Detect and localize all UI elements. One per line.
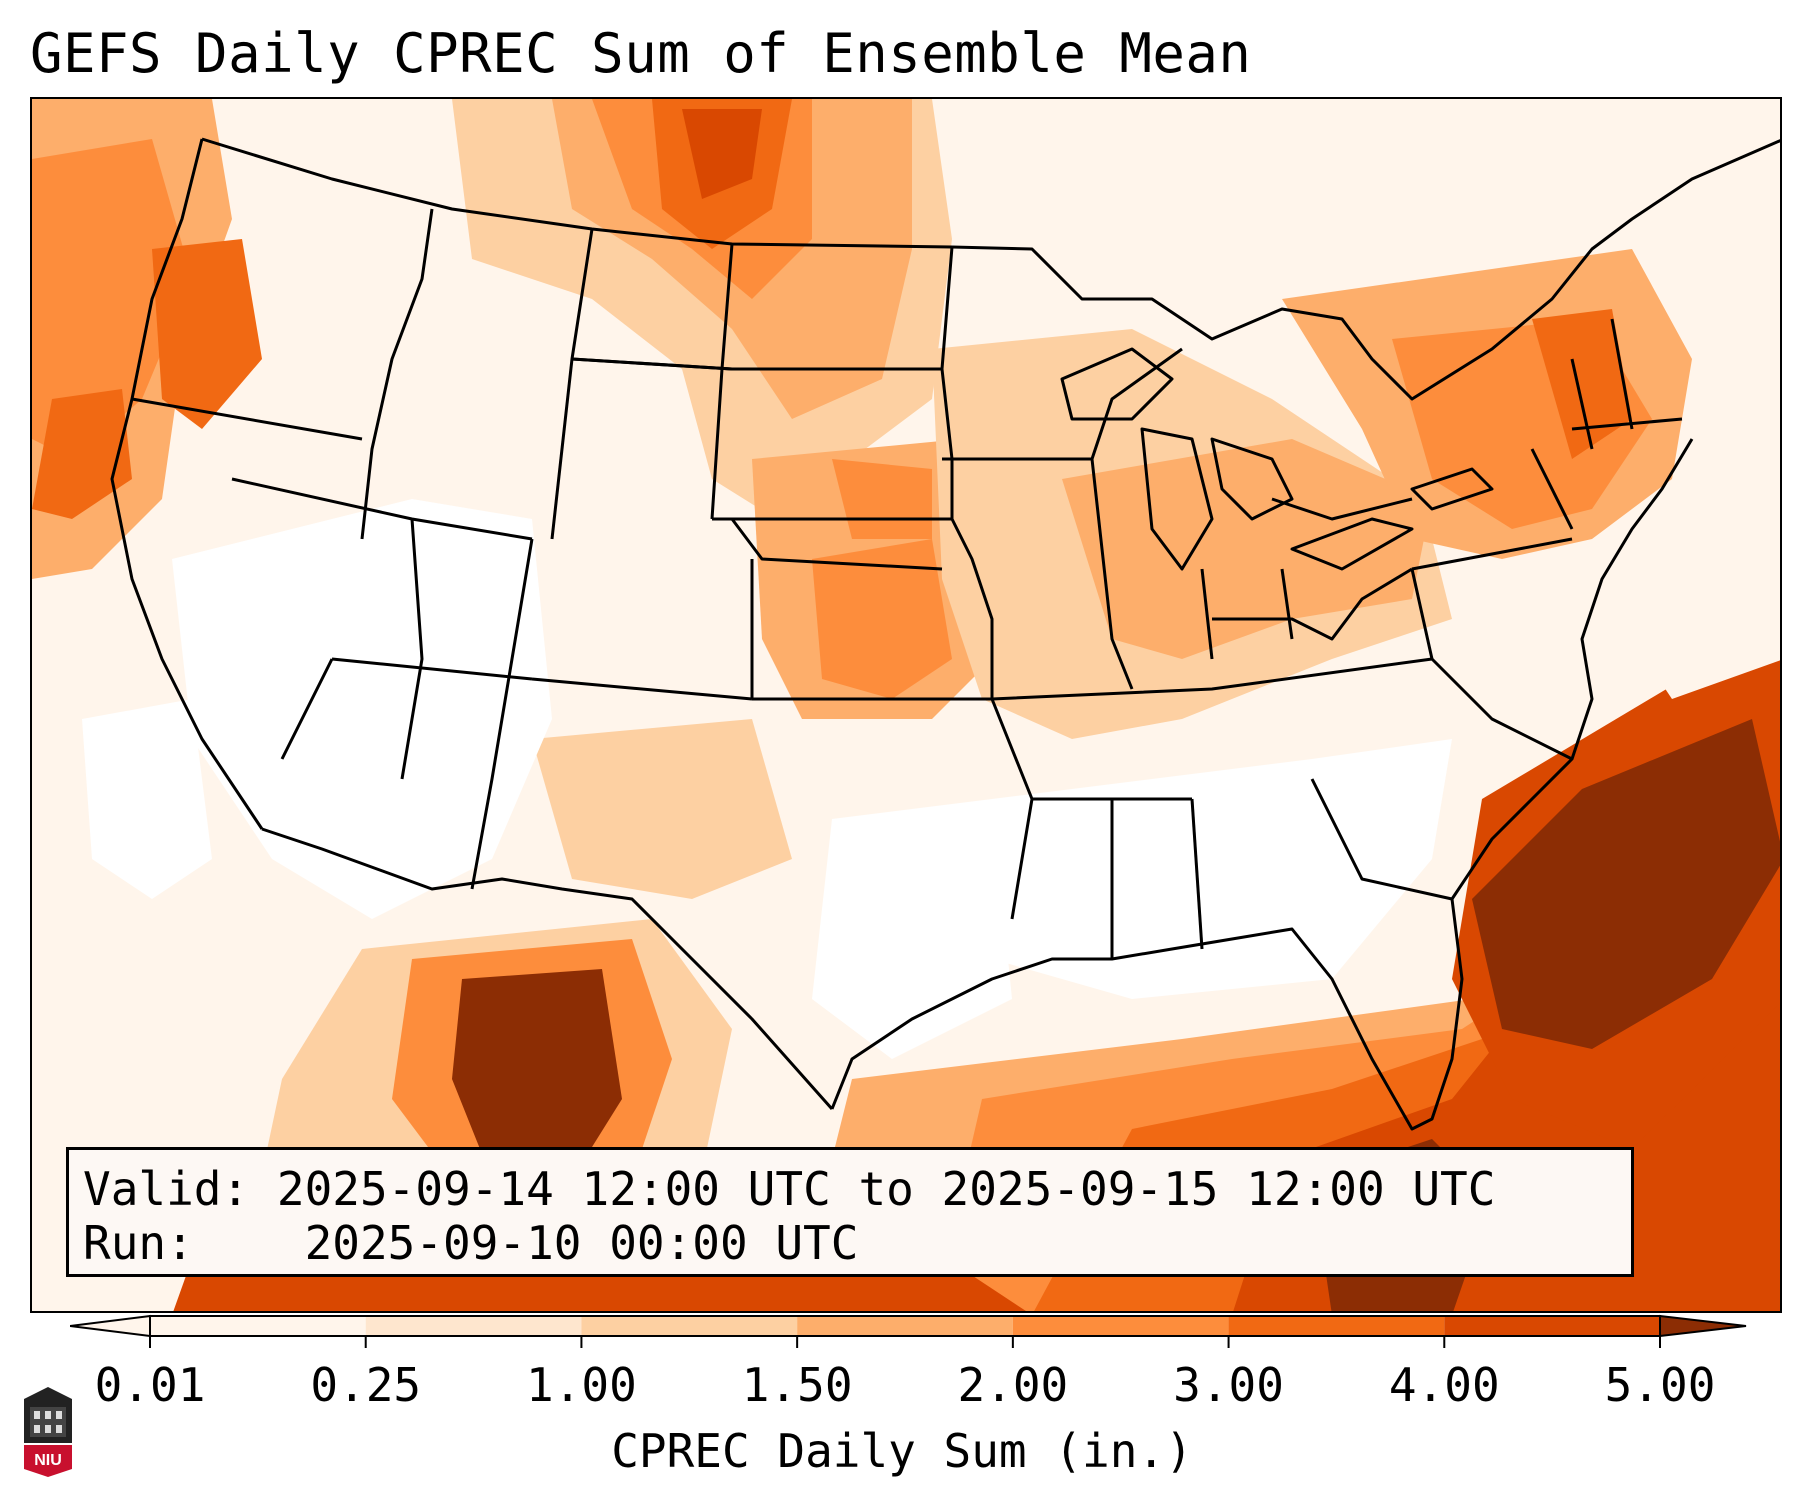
colorbar-label: CPREC Daily Sum (in.) <box>611 1424 1193 1478</box>
colorbar-segment <box>581 1316 798 1336</box>
colorbar-extend-high <box>1659 1314 1747 1338</box>
valid-value: 2025-09-14 12:00 UTC to 2025-09-15 12:00… <box>276 1162 1496 1216</box>
colorbar-tick-label: 1.00 <box>526 1358 637 1412</box>
valid-run-info-box: Valid: 2025-09-14 12:00 UTC to 2025-09-1… <box>66 1147 1634 1277</box>
precipitation-map <box>30 97 1782 1313</box>
colorbar-tick-label: 3.00 <box>1173 1358 1284 1412</box>
map-canvas <box>32 99 1780 1311</box>
colorbar-segment <box>365 1316 582 1336</box>
colorbar-segment <box>797 1316 1013 1336</box>
state-boundaries <box>110 137 1780 1131</box>
colorbar-tick-label: 0.01 <box>94 1358 206 1412</box>
map-title: GEFS Daily CPREC Sum of Ensemble Mean <box>30 22 1252 85</box>
colorbar-segment <box>1012 1316 1229 1336</box>
colorbar-tick-label: 2.00 <box>957 1358 1069 1412</box>
niu-logo-icon: NIU <box>24 1387 72 1477</box>
colorbar-segment <box>150 1316 366 1336</box>
colorbar-segment <box>1228 1316 1445 1336</box>
colorbar-tick-label: 0.25 <box>310 1358 422 1412</box>
colorbar-outline <box>149 1315 1661 1337</box>
logo-text: NIU <box>34 1452 62 1469</box>
run-label: Run: <box>83 1216 194 1270</box>
colorbar-tick-label: 1.50 <box>741 1358 853 1412</box>
colorbar-segments <box>70 1314 1747 1348</box>
colorbar-segment <box>1444 1316 1660 1336</box>
colorbar-tick-label: 5.00 <box>1604 1358 1716 1412</box>
valid-label: Valid: <box>83 1162 250 1216</box>
run-value: 2025-09-10 00:00 UTC <box>304 1216 859 1270</box>
colorbar-tick-label: 4.00 <box>1388 1358 1500 1412</box>
colorbar-extend-low <box>70 1314 151 1338</box>
colorbar <box>70 1314 1747 1348</box>
